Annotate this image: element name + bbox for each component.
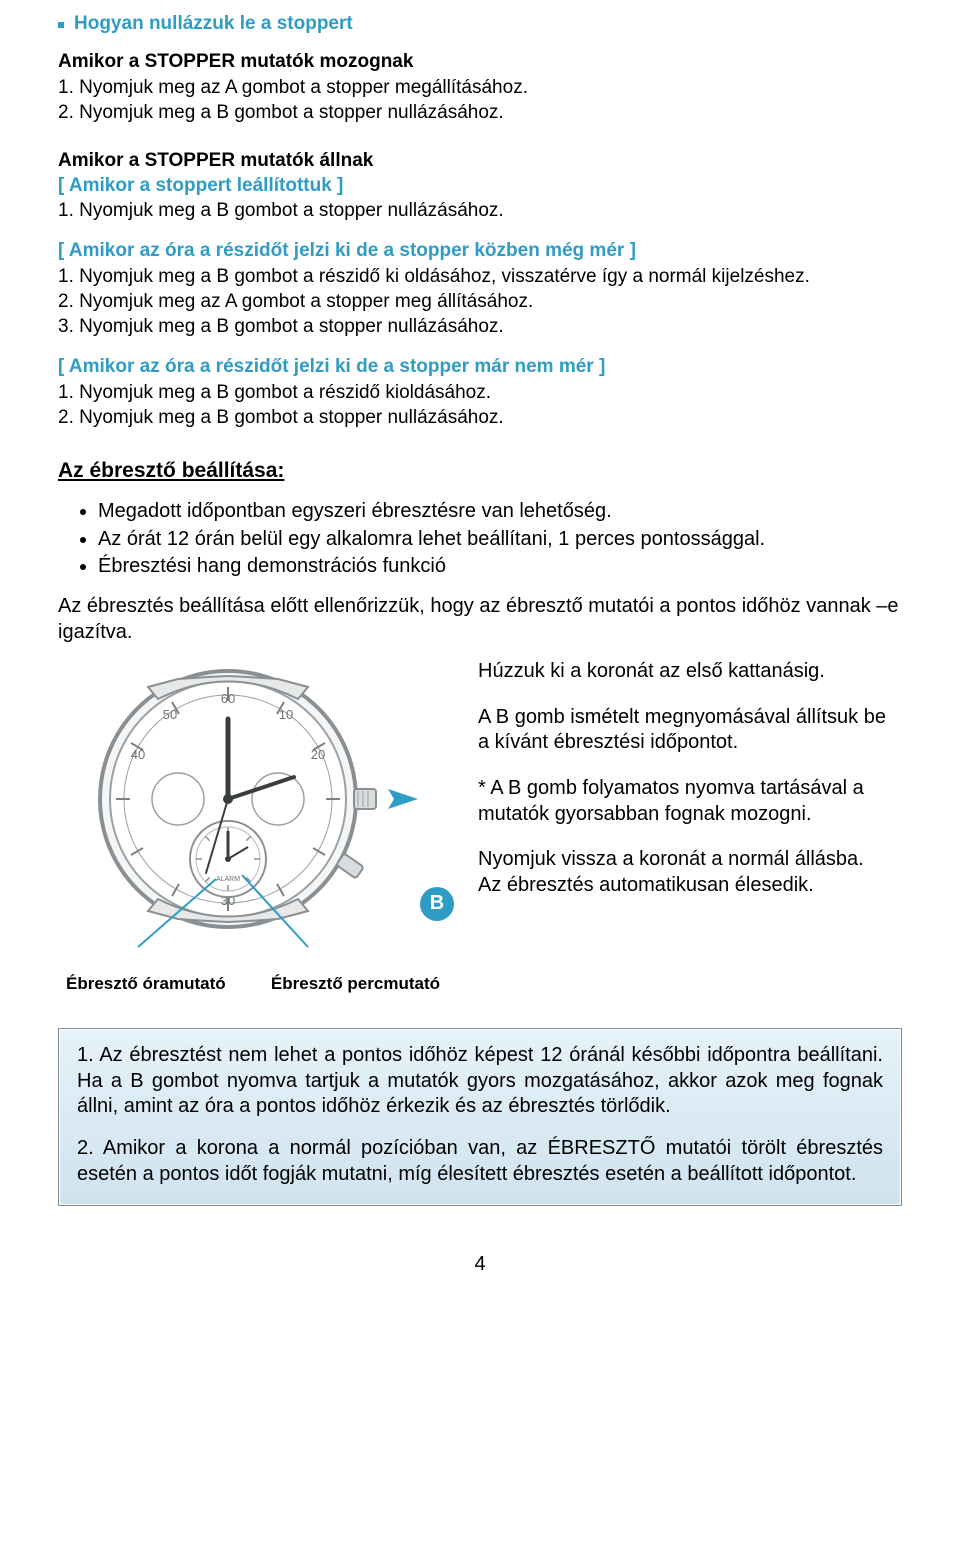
list-item: 1. Nyomjuk meg a B gombot a részidő ki o… bbox=[58, 265, 902, 289]
blue-subhead: [ Amikor az óra a részidőt jelzi ki de a… bbox=[58, 239, 902, 263]
step-text: * A B gomb folyamatos nyomva tartásával … bbox=[478, 776, 902, 827]
blue-subhead: [ Amikor a stoppert leállítottuk ] bbox=[58, 174, 902, 198]
crown-icon bbox=[354, 789, 376, 809]
list-item: 2. Nyomjuk meg a B gombot a stopper null… bbox=[58, 406, 902, 430]
b-button-badge: B bbox=[420, 887, 454, 921]
tick-label: 60 bbox=[221, 691, 235, 706]
alarm-bullets: Megadott időpontban egyszeri ébresztésre… bbox=[98, 499, 902, 580]
list-item: Megadott időpontban egyszeri ébresztésre… bbox=[98, 499, 902, 525]
note-paragraph: 1. Az ébresztést nem lehet a pontos időh… bbox=[77, 1043, 883, 1120]
alarm-two-col: 60 30 10 20 50 40 bbox=[58, 659, 902, 994]
tick-label: 20 bbox=[311, 747, 325, 762]
minute-hand-label: Ébresztő percmutató bbox=[271, 973, 440, 995]
list-item: 1. Nyomjuk meg az A gombot a stopper meg… bbox=[58, 76, 902, 100]
list-moving: 1. Nyomjuk meg az A gombot a stopper meg… bbox=[58, 76, 902, 126]
step-text: A B gomb ismételt megnyomásával állítsuk… bbox=[478, 705, 902, 756]
step-text: Nyomjuk vissza a koronát a normál állásb… bbox=[478, 847, 902, 898]
watch-svg: 60 30 10 20 50 40 bbox=[58, 659, 448, 959]
list-stopped-b: 1. Nyomjuk meg a B gombot a részidő ki o… bbox=[58, 265, 902, 340]
list-stopped-a: 1. Nyomjuk meg a B gombot a stopper null… bbox=[58, 199, 902, 223]
blue-subhead: [ Amikor az óra a részidőt jelzi ki de a… bbox=[58, 355, 902, 379]
list-stopped-c: 1. Nyomjuk meg a B gombot a részidő kiol… bbox=[58, 381, 902, 431]
tick-label: 40 bbox=[131, 747, 145, 762]
note-box: 1. Az ébresztést nem lehet a pontos időh… bbox=[58, 1028, 902, 1206]
list-item: Az órát 12 órán belül egy alkalomra lehe… bbox=[98, 527, 902, 553]
section-stopper-reset: Hogyan nullázzuk le a stoppert bbox=[58, 12, 902, 36]
section-title: Hogyan nullázzuk le a stoppert bbox=[74, 12, 353, 36]
list-item: Ébresztési hang demonstrációs funkció bbox=[98, 554, 902, 580]
subhead-stopped: Amikor a STOPPER mutatók állnak bbox=[58, 149, 902, 173]
subhead-moving: Amikor a STOPPER mutatók mozognak bbox=[58, 50, 902, 74]
bullet-icon bbox=[58, 22, 64, 28]
watch-diagram: 60 30 10 20 50 40 bbox=[58, 659, 448, 966]
alarm-subdial-text: ALARM bbox=[216, 876, 240, 883]
step-text: Húzzuk ki a koronát az első kattanásig. bbox=[478, 659, 902, 685]
list-item: 1. Nyomjuk meg a B gombot a stopper null… bbox=[58, 199, 902, 223]
page-number: 4 bbox=[58, 1252, 902, 1278]
list-item: 2. Nyomjuk meg az A gombot a stopper meg… bbox=[58, 290, 902, 314]
hour-hand-label: Ébresztő óramutató bbox=[66, 973, 226, 995]
list-item: 3. Nyomjuk meg a B gombot a stopper null… bbox=[58, 315, 902, 339]
tick-label: 10 bbox=[279, 707, 293, 722]
document-page: Hogyan nullázzuk le a stoppert Amikor a … bbox=[0, 0, 960, 1318]
list-item: 2. Nyomjuk meg a B gombot a stopper null… bbox=[58, 101, 902, 125]
diagram-labels: Ébresztő óramutató Ébresztő percmutató bbox=[58, 973, 448, 995]
crown-arrow-icon bbox=[388, 789, 418, 809]
tick-label: 50 bbox=[163, 707, 177, 722]
note-paragraph: 2. Amikor a korona a normál pozícióban v… bbox=[77, 1136, 883, 1187]
diagram-column: 60 30 10 20 50 40 bbox=[58, 659, 448, 994]
alarm-steps-text: Húzzuk ki a koronát az első kattanásig. … bbox=[478, 659, 902, 994]
list-item: 1. Nyomjuk meg a B gombot a részidő kiol… bbox=[58, 381, 902, 405]
alarm-pre-para: Az ébresztés beállítása előtt ellenőrizz… bbox=[58, 594, 902, 645]
alarm-heading: Az ébresztő beállítása: bbox=[58, 458, 902, 485]
